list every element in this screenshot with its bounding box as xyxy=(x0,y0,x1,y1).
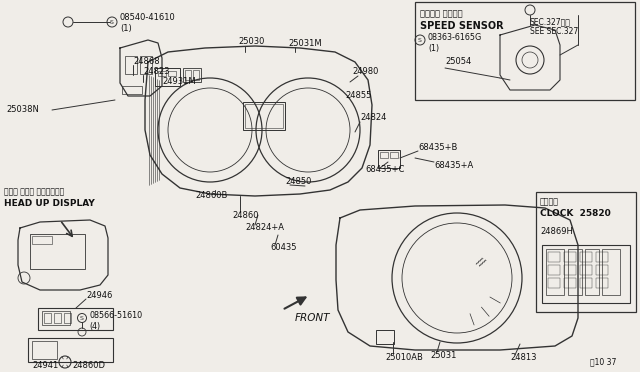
Bar xyxy=(580,252,592,262)
Bar xyxy=(548,278,560,288)
Bar xyxy=(38,308,113,330)
Text: S: S xyxy=(80,315,84,321)
Text: 24860D: 24860D xyxy=(72,360,105,369)
Text: 24824+A: 24824+A xyxy=(245,224,284,232)
Bar xyxy=(596,278,608,288)
Text: 25010AB: 25010AB xyxy=(385,353,423,362)
Bar xyxy=(54,313,61,323)
Bar xyxy=(568,249,582,295)
Bar xyxy=(122,86,142,94)
Bar xyxy=(542,245,630,303)
Bar xyxy=(30,234,85,269)
Text: S: S xyxy=(110,19,114,25)
Text: 24850: 24850 xyxy=(285,177,312,186)
Bar xyxy=(155,68,180,86)
Bar xyxy=(548,252,560,262)
Text: 68435+C: 68435+C xyxy=(365,166,404,174)
Text: 24931M: 24931M xyxy=(162,77,196,87)
Text: 24813: 24813 xyxy=(510,353,536,362)
Text: (4): (4) xyxy=(89,321,100,330)
Bar xyxy=(536,192,636,312)
Bar xyxy=(32,236,52,244)
Bar xyxy=(193,70,199,80)
Bar xyxy=(580,265,592,275)
Bar xyxy=(546,249,564,295)
Text: 68435+A: 68435+A xyxy=(434,160,473,170)
Text: CLOCK  25820: CLOCK 25820 xyxy=(540,208,611,218)
Bar xyxy=(580,278,592,288)
Text: 25030: 25030 xyxy=(238,38,264,46)
Text: 68435+B: 68435+B xyxy=(418,144,458,153)
Text: 25031: 25031 xyxy=(430,350,456,359)
Bar xyxy=(32,341,57,359)
Text: 24823: 24823 xyxy=(143,67,170,77)
Text: 25054: 25054 xyxy=(445,58,471,67)
Bar xyxy=(140,56,152,74)
Text: HEAD UP DISPLAY: HEAD UP DISPLAY xyxy=(4,199,95,208)
Text: ・10 37: ・10 37 xyxy=(590,357,616,366)
Text: 24855: 24855 xyxy=(345,92,371,100)
Text: S: S xyxy=(418,38,422,42)
Bar xyxy=(158,71,166,76)
Text: (1): (1) xyxy=(428,44,439,52)
Text: 60435: 60435 xyxy=(270,244,296,253)
Bar xyxy=(564,278,576,288)
Bar xyxy=(42,311,70,325)
Bar xyxy=(548,265,560,275)
Bar xyxy=(390,152,398,158)
Bar xyxy=(64,313,71,323)
Bar xyxy=(183,68,201,82)
Text: 08566-51610: 08566-51610 xyxy=(89,311,142,321)
Bar xyxy=(564,252,576,262)
Bar xyxy=(168,71,176,76)
Bar xyxy=(185,70,191,80)
Text: 24946: 24946 xyxy=(86,291,113,299)
Text: ヘッド アップ ディスプレー: ヘッド アップ ディスプレー xyxy=(4,187,64,196)
Text: (1): (1) xyxy=(120,25,132,33)
Text: SEE SEC.327: SEE SEC.327 xyxy=(530,28,579,36)
Text: 08540-41610: 08540-41610 xyxy=(120,13,176,22)
Text: 24980: 24980 xyxy=(352,67,378,77)
Text: フロック: フロック xyxy=(540,198,559,206)
Bar xyxy=(596,252,608,262)
Bar xyxy=(602,249,620,295)
Bar xyxy=(585,249,599,295)
Bar xyxy=(245,104,283,128)
Text: 24824: 24824 xyxy=(360,113,387,122)
Bar xyxy=(44,313,51,323)
Text: 25031M: 25031M xyxy=(288,39,322,48)
Text: 24941: 24941 xyxy=(32,360,58,369)
Bar xyxy=(125,56,137,74)
Bar xyxy=(376,330,394,344)
Text: 24860B: 24860B xyxy=(195,190,227,199)
Text: 25038N: 25038N xyxy=(6,106,39,115)
Bar xyxy=(380,152,388,158)
Bar xyxy=(564,265,576,275)
Text: SEC.327参照: SEC.327参照 xyxy=(530,17,571,26)
Text: FRONT: FRONT xyxy=(295,313,330,323)
Bar xyxy=(243,102,285,130)
Text: スピード センサー: スピード センサー xyxy=(420,10,463,19)
Bar xyxy=(378,150,400,168)
Text: 08363-6165G: 08363-6165G xyxy=(428,33,483,42)
Bar xyxy=(28,338,113,362)
Text: 24860: 24860 xyxy=(232,211,259,219)
Bar xyxy=(596,265,608,275)
Text: SPEED SENSOR: SPEED SENSOR xyxy=(420,21,504,31)
Text: 24868: 24868 xyxy=(133,58,159,67)
Text: //: // xyxy=(474,256,486,268)
Text: 24869H: 24869H xyxy=(540,228,573,237)
Bar xyxy=(415,2,635,100)
